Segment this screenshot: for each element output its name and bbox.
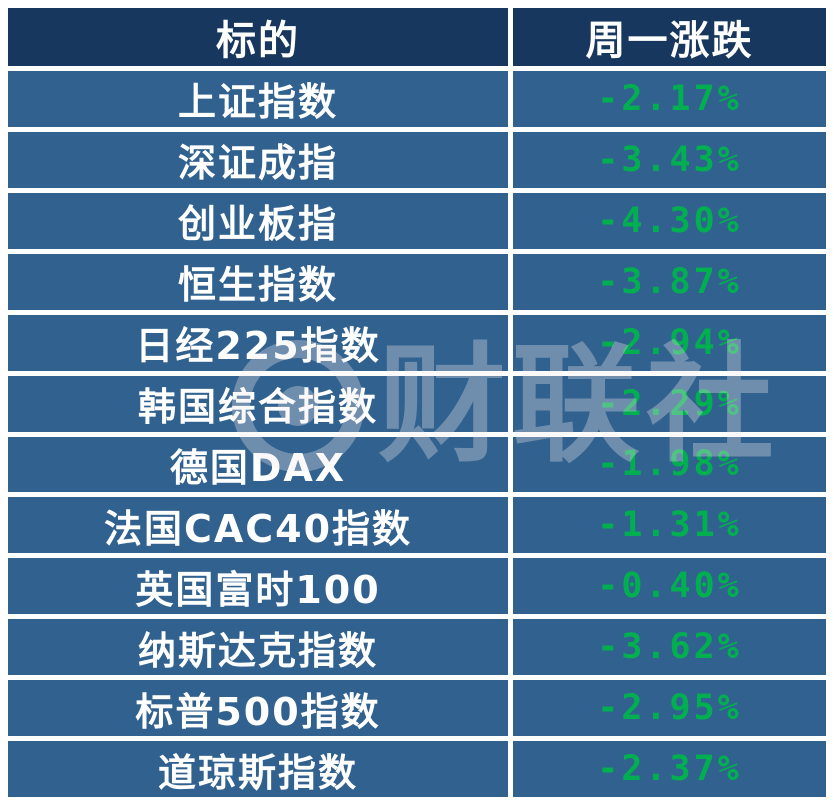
table-row: 恒生指数 -3.87% bbox=[8, 253, 826, 310]
table-row: 韩国综合指数 -2.29% bbox=[8, 375, 826, 432]
index-name: 日经225指数 bbox=[8, 314, 508, 371]
index-name: 深证成指 bbox=[8, 131, 508, 188]
table-row: 创业板指 -4.30% bbox=[8, 192, 826, 249]
table-row: 深证成指 -3.43% bbox=[8, 131, 826, 188]
index-name: 标普500指数 bbox=[8, 680, 508, 737]
index-name: 法国CAC40指数 bbox=[8, 497, 508, 554]
index-change: -3.62% bbox=[513, 619, 826, 676]
header-row: 标的 周一涨跌 bbox=[8, 8, 826, 66]
index-change: -2.29% bbox=[513, 375, 826, 432]
index-change: -2.37% bbox=[513, 741, 826, 797]
index-change: -2.94% bbox=[513, 314, 826, 371]
index-name: 英国富时100 bbox=[8, 558, 508, 615]
index-name: 德国DAX bbox=[8, 436, 508, 493]
column-header-target: 标的 bbox=[8, 8, 508, 66]
table-row: 日经225指数 -2.94% bbox=[8, 314, 826, 371]
index-change: -2.95% bbox=[513, 680, 826, 737]
index-change: -0.40% bbox=[513, 558, 826, 615]
column-header-monday-change: 周一涨跌 bbox=[513, 8, 826, 66]
table-row: 标普500指数 -2.95% bbox=[8, 680, 826, 737]
index-change: -1.98% bbox=[513, 436, 826, 493]
table-row: 法国CAC40指数 -1.31% bbox=[8, 497, 826, 554]
table-row: 上证指数 -2.17% bbox=[8, 71, 826, 127]
index-change: -1.31% bbox=[513, 497, 826, 554]
index-name: 纳斯达克指数 bbox=[8, 619, 508, 676]
index-change: -3.87% bbox=[513, 253, 826, 310]
index-change: -3.43% bbox=[513, 131, 826, 188]
table-row: 道琼斯指数 -2.37% bbox=[8, 741, 826, 797]
index-change: -2.17% bbox=[513, 71, 826, 127]
table-row: 纳斯达克指数 -3.62% bbox=[8, 619, 826, 676]
index-name: 韩国综合指数 bbox=[8, 375, 508, 432]
table-row: 英国富时100 -0.40% bbox=[8, 558, 826, 615]
table-row: 德国DAX -1.98% bbox=[8, 436, 826, 493]
index-change: -4.30% bbox=[513, 192, 826, 249]
index-name: 恒生指数 bbox=[8, 253, 508, 310]
index-name: 道琼斯指数 bbox=[8, 741, 508, 797]
index-name: 上证指数 bbox=[8, 71, 508, 127]
index-name: 创业板指 bbox=[8, 192, 508, 249]
